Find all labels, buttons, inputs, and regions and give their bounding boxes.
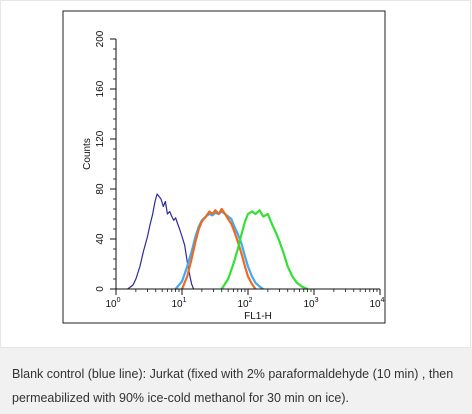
x-tick-label: 100 xyxy=(105,297,120,310)
x-axis-title: FL1-H xyxy=(244,311,272,322)
y-axis-title: Counts xyxy=(82,138,93,170)
series-layer xyxy=(127,193,309,291)
histogram-series-2 xyxy=(174,210,264,290)
x-tick-label: 103 xyxy=(303,297,318,310)
y-tick-label: 40 xyxy=(95,233,106,245)
axes-layer: 100 101 102 103 104 0 40 80 120 160 200 xyxy=(95,30,385,310)
figure-caption: Blank control (blue line): Jurkat (fixed… xyxy=(0,348,472,414)
histogram-series-1 xyxy=(127,193,195,290)
figure-frame xyxy=(0,0,471,348)
histogram-series-3 xyxy=(180,207,257,290)
y-tick-label: 0 xyxy=(95,286,106,292)
plot-frame xyxy=(62,10,386,324)
x-tick-label: 102 xyxy=(237,297,252,310)
histogram-chart: 100 101 102 103 104 0 40 80 120 160 200 FL1-H Coun… xyxy=(62,10,386,324)
x-tick-label: 101 xyxy=(171,297,186,310)
y-tick-label: 80 xyxy=(95,183,106,195)
histogram-series-4 xyxy=(220,209,309,291)
y-tick-label: 120 xyxy=(95,130,106,147)
y-tick-label: 160 xyxy=(95,80,106,97)
y-tick-label: 200 xyxy=(95,30,106,47)
x-tick-label: 104 xyxy=(369,297,384,310)
